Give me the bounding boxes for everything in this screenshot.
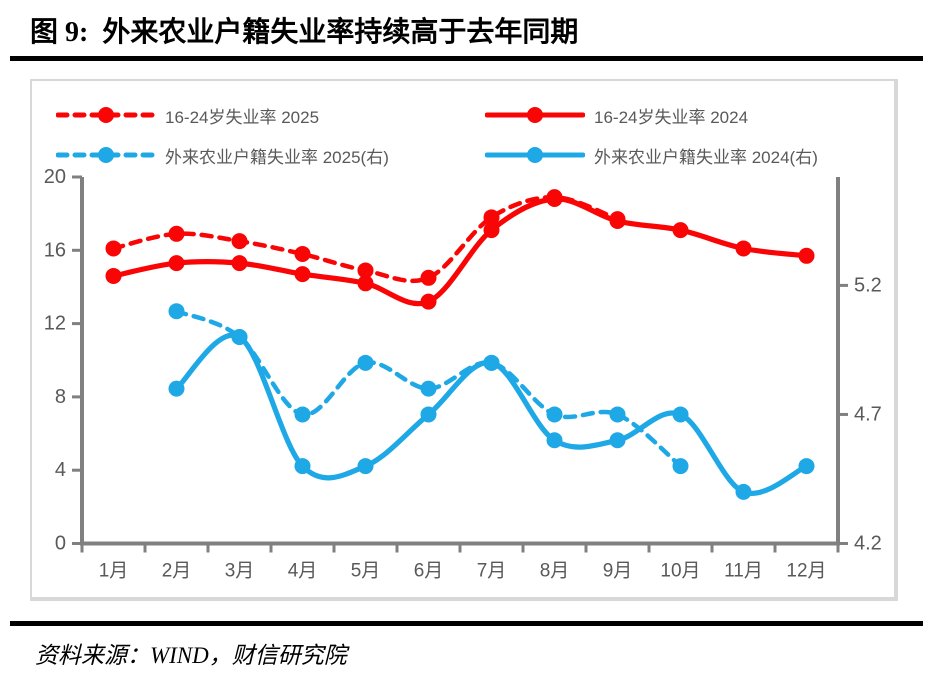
svg-text:12: 12 xyxy=(44,313,66,335)
svg-text:8月: 8月 xyxy=(540,561,570,582)
chart-plot: 0 4 8 12 16 20 4.2 4.7 5.2 1月 2月 3月 4月 5月 6月 7月 8月 9月 10月 1… xyxy=(44,166,882,582)
legend-swatch-blue-solid-icon xyxy=(485,147,585,163)
svg-text:5月: 5月 xyxy=(351,561,381,582)
legend-item-migrant-2025: 外来农业户籍失业率 2025(右) xyxy=(56,146,389,167)
svg-text:11月: 11月 xyxy=(724,561,763,582)
footer-divider xyxy=(10,621,923,626)
svg-text:5.2: 5.2 xyxy=(854,274,882,296)
svg-text:7月: 7月 xyxy=(477,561,507,582)
legend-label: 16-24岁失业率 2025 xyxy=(165,107,320,127)
svg-text:4月: 4月 xyxy=(288,561,318,582)
title-divider xyxy=(10,56,923,61)
source-note: 资料来源：WIND，财信研究院 xyxy=(35,643,347,668)
legend-item-youth-2024: 16-24岁失业率 2024 xyxy=(485,106,748,127)
svg-text:0: 0 xyxy=(55,533,66,555)
svg-text:4.7: 4.7 xyxy=(854,403,882,425)
svg-text:16: 16 xyxy=(44,239,66,261)
svg-text:12月: 12月 xyxy=(786,561,826,582)
legend-swatch-blue-dashed-icon xyxy=(56,147,156,163)
chart-container: 0 4 8 12 16 20 4.2 4.7 5.2 1月 2月 3月 4月 5月 6月 7月 8月 9月 10月 1… xyxy=(30,79,898,601)
legend-label: 16-24岁失业率 2024 xyxy=(594,107,749,127)
svg-text:4.2: 4.2 xyxy=(854,533,882,555)
svg-text:2月: 2月 xyxy=(162,561,192,582)
svg-text:8: 8 xyxy=(55,386,66,408)
svg-text:20: 20 xyxy=(44,166,66,188)
legend-swatch-red-dashed-icon xyxy=(56,107,156,123)
svg-text:4: 4 xyxy=(55,459,66,481)
svg-text:9月: 9月 xyxy=(603,561,633,582)
legend-item-youth-2025: 16-24岁失业率 2025 xyxy=(56,106,319,127)
legend-label: 外来农业户籍失业率 2025(右) xyxy=(165,147,389,167)
figure-title: 图 9: 外来农业户籍失业率持续高于去年同期 xyxy=(30,17,579,48)
svg-text:3月: 3月 xyxy=(225,561,255,582)
legend-item-migrant-2024: 外来农业户籍失业率 2024(右) xyxy=(485,146,818,167)
svg-text:1月: 1月 xyxy=(99,561,129,582)
legend-label: 外来农业户籍失业率 2024(右) xyxy=(594,147,818,167)
svg-text:6月: 6月 xyxy=(414,561,444,582)
legend-swatch-red-solid-icon xyxy=(485,107,585,123)
svg-text:10月: 10月 xyxy=(660,561,700,582)
